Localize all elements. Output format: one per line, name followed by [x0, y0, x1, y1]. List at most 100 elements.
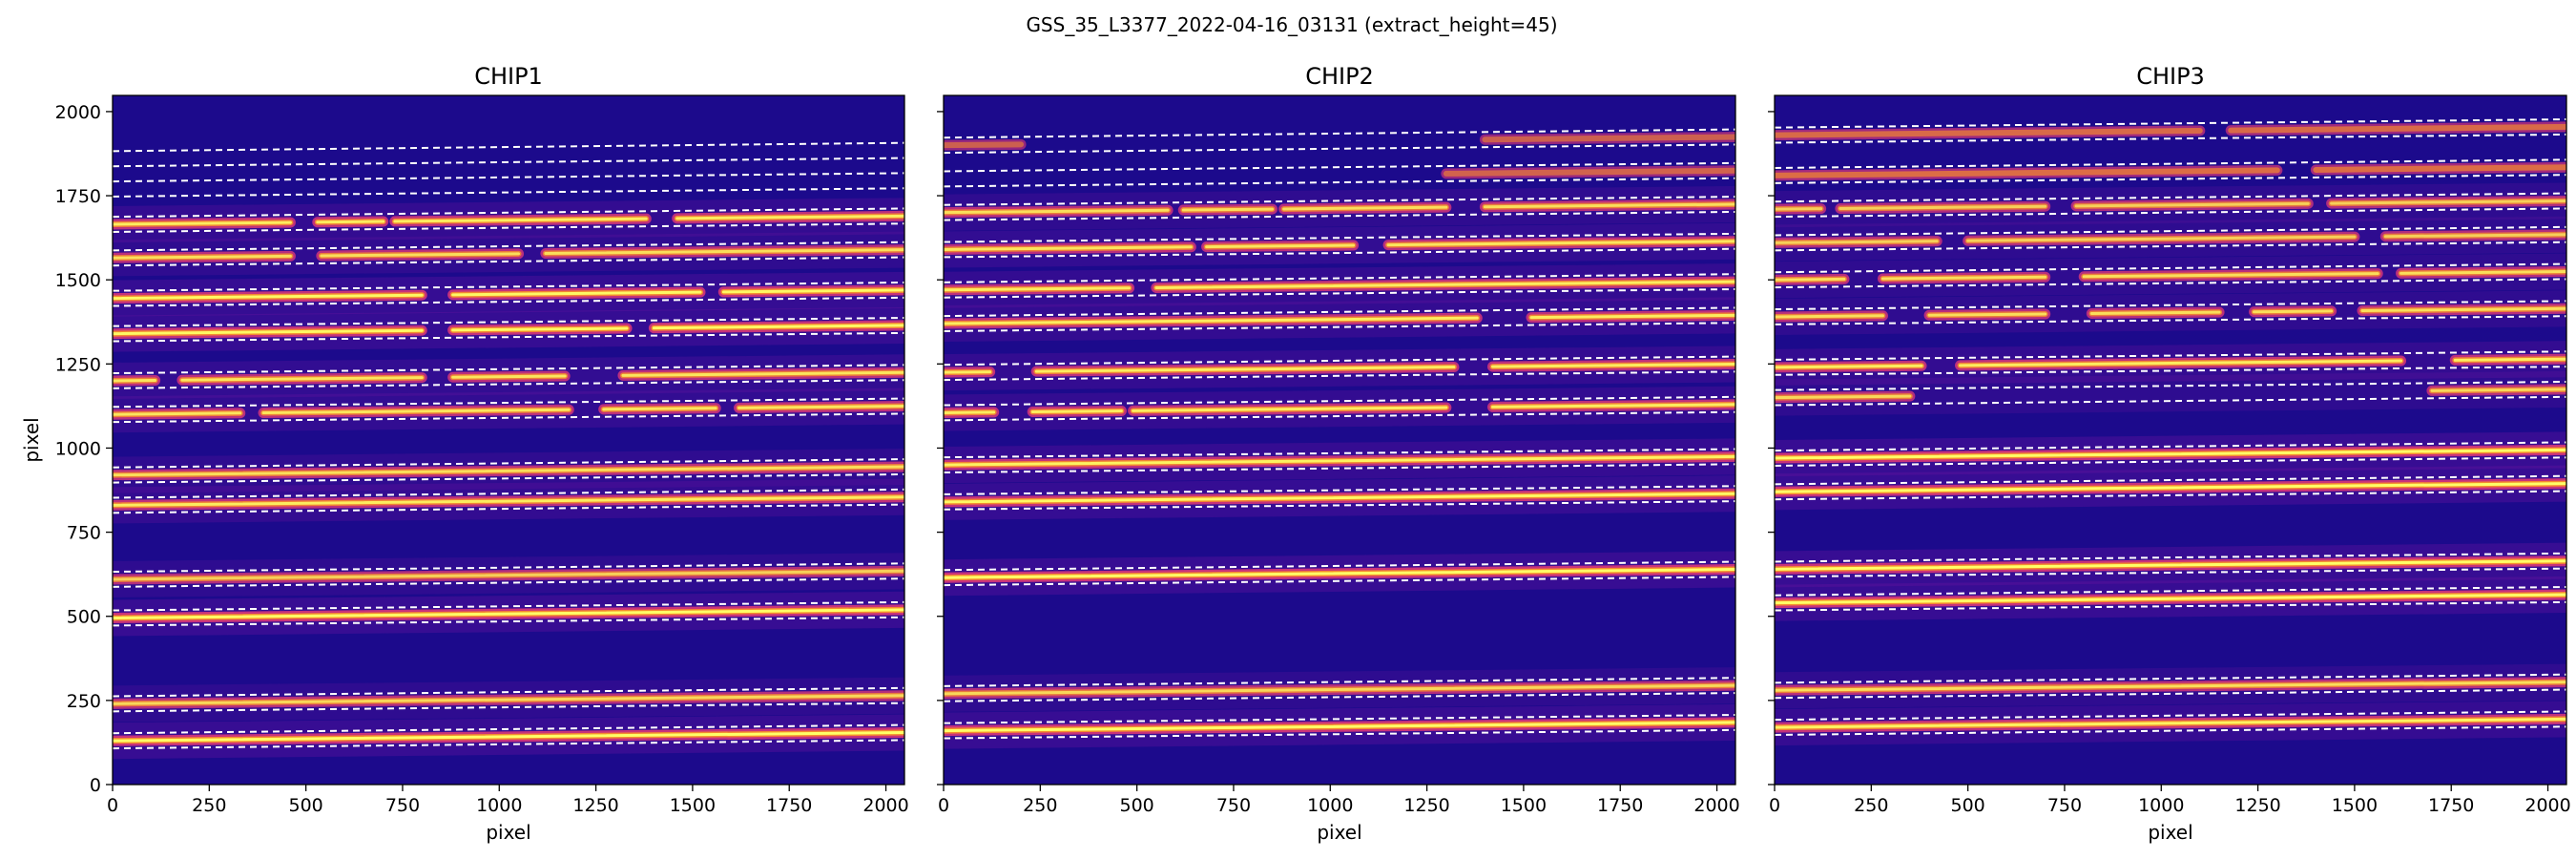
x-tick-label: 750 — [385, 795, 420, 816]
aperture-boundary — [1775, 278, 2566, 289]
aperture-boundary — [113, 207, 904, 219]
aperture-boundary — [113, 241, 904, 252]
aperture-boundary — [113, 364, 904, 375]
order-trace — [1775, 559, 2566, 571]
aperture-boundary — [944, 677, 1735, 687]
order-trace — [544, 248, 904, 256]
aperture-boundary — [1775, 441, 2566, 452]
order-trace — [1386, 240, 1735, 247]
aperture-boundary — [113, 488, 904, 499]
order-trace — [316, 220, 385, 224]
order-trace — [721, 288, 904, 294]
aperture-boundary — [944, 576, 1735, 587]
aperture-boundary — [113, 458, 904, 469]
order-trace — [2074, 201, 2310, 208]
order-trace — [944, 492, 1735, 504]
order-trace — [2383, 233, 2566, 239]
aperture-boundary — [1775, 456, 2566, 467]
aperture-boundary — [1775, 688, 2566, 700]
order-trace — [1966, 235, 2357, 242]
order-trace — [1034, 366, 1456, 373]
y-tick-label: 750 — [67, 523, 101, 544]
order-trace — [113, 465, 904, 477]
y-tick-label: 1500 — [55, 270, 101, 291]
order-trace — [113, 608, 904, 619]
x-tick-label: 1000 — [1307, 795, 1353, 816]
aperture-boundary — [1775, 262, 2566, 274]
spectrum-image — [1775, 118, 2566, 746]
order-trace — [113, 328, 424, 336]
aperture-boundary — [1775, 567, 2566, 578]
aperture-boundary — [1775, 241, 2566, 252]
order-trace — [2330, 199, 2566, 205]
order-trace — [1490, 403, 1735, 409]
order-trace — [1154, 280, 1735, 289]
x-tick-label: 750 — [2047, 795, 2082, 816]
aperture-boundary — [113, 296, 904, 307]
x-tick-label: 500 — [1951, 795, 1985, 816]
order-trace — [621, 370, 904, 377]
order-trace — [113, 411, 242, 416]
aperture-boundary — [944, 370, 1735, 382]
aperture-boundary — [113, 562, 904, 574]
order-body — [1443, 167, 1735, 177]
order-trace — [2253, 309, 2334, 314]
aperture-boundary — [1775, 174, 2566, 184]
order-trace — [1775, 448, 2566, 460]
aperture-boundary — [113, 616, 904, 627]
order-trace — [113, 495, 904, 507]
x-tick-label: 250 — [192, 795, 226, 816]
order-trace — [1880, 275, 2047, 281]
x-axis-label: pixel — [1317, 821, 1361, 844]
aperture-boundary — [1775, 207, 2566, 219]
order-trace — [2399, 270, 2566, 275]
chip-panel: CHIP2 0 250 500 750 1000 1250 1500 1750 2000 pixel — [937, 63, 1740, 844]
order-body — [1482, 134, 1735, 143]
aperture-boundary — [113, 379, 904, 389]
order-trace — [113, 731, 904, 743]
panel-title: CHIP3 — [2136, 63, 2205, 90]
order-trace — [944, 568, 1735, 579]
order-trace — [1839, 204, 2047, 210]
order-trace — [113, 220, 292, 226]
order-trace — [113, 569, 904, 581]
aperture-boundary — [944, 448, 1735, 459]
x-tick-label: 0 — [1769, 795, 1780, 816]
aperture-boundary — [113, 702, 904, 713]
x-tick-label: 2000 — [2524, 795, 2570, 816]
x-tick-label: 1250 — [1403, 795, 1449, 816]
x-tick-label: 2000 — [1693, 795, 1739, 816]
y-tick-label: 2000 — [55, 102, 101, 123]
order-trace — [113, 254, 292, 260]
aperture-boundary — [113, 157, 904, 168]
aperture-boundary — [944, 463, 1735, 474]
aperture-boundary — [944, 288, 1735, 299]
order-trace — [1775, 681, 2566, 692]
aperture-boundary — [944, 560, 1735, 572]
aperture-boundary — [944, 395, 1735, 407]
aperture-boundary — [1775, 586, 2566, 597]
order-trace — [393, 217, 648, 223]
order-trace — [451, 326, 629, 332]
order-trace — [944, 721, 1735, 733]
x-tick-label: 750 — [1216, 795, 1251, 816]
order-trace — [737, 405, 904, 409]
x-axis-label: pixel — [486, 821, 530, 844]
y-tick-label: 0 — [90, 775, 101, 796]
aperture-boundary — [1775, 300, 2566, 311]
aperture-boundary — [944, 500, 1735, 511]
order-trace — [675, 214, 904, 220]
aperture-boundary — [1775, 118, 2566, 129]
aperture-boundary — [113, 331, 904, 343]
aperture-boundary — [944, 713, 1735, 724]
order-trace — [2453, 357, 2566, 362]
order-trace — [2082, 272, 2379, 279]
x-tick-label: 0 — [107, 795, 118, 816]
aperture-boundary — [1775, 158, 2566, 169]
x-tick-label: 0 — [938, 795, 949, 816]
panel-title: CHIP1 — [474, 63, 543, 90]
aperture-boundary — [944, 322, 1735, 332]
y-tick-label: 500 — [67, 607, 101, 628]
x-tick-label: 1000 — [2138, 795, 2184, 816]
